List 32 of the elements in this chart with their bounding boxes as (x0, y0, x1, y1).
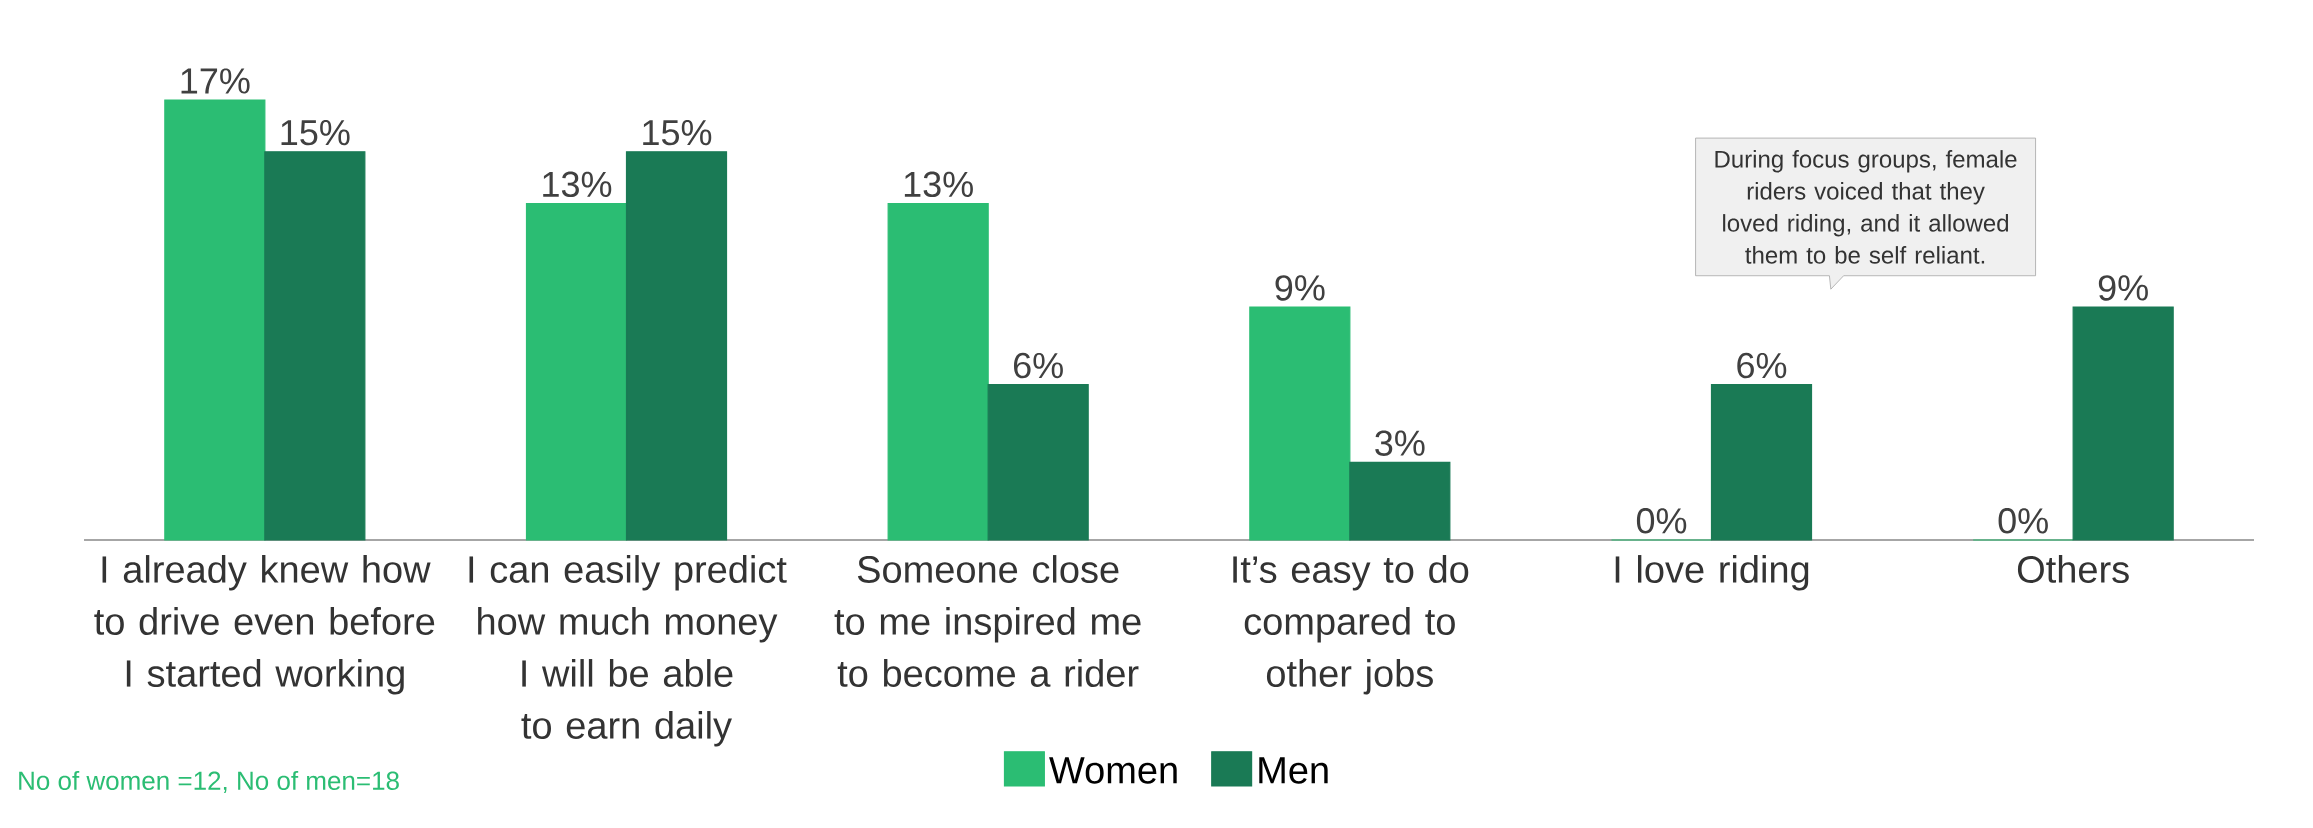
x-tick-label: It’s easy to do compared to other jobs (1233, 555, 1469, 695)
x-tick-label: I can easily predict how much money I will be able to earn daily (469, 555, 787, 747)
x-tick-label: Someone close to me inspired me to become a rider (834, 555, 1141, 687)
data-label: 0% (1636, 508, 1687, 534)
bar (1349, 461, 1451, 541)
bar (264, 151, 366, 541)
data-label: 9% (1275, 275, 1325, 301)
x-tick-label: I already knew how to drive even before I started working (94, 555, 435, 695)
x-tick-label: I love riding (1615, 555, 1809, 591)
data-label: 6% (1737, 352, 1787, 379)
bar (887, 202, 989, 541)
data-label: 9% (2098, 275, 2148, 301)
legend-label: Men (1259, 757, 1328, 784)
legend-label: Women (1049, 757, 1177, 784)
data-label: 3% (1375, 430, 1425, 456)
data-label: 15% (281, 120, 350, 146)
data-label: 17% (181, 68, 250, 94)
bar (1249, 306, 1351, 541)
data-label: 15% (643, 120, 712, 146)
bar (164, 99, 266, 541)
data-label: 0% (1998, 508, 2048, 534)
annotation: During focus groups, female riders voiced that they loved riding, and it allowed them to be self reliant. (1715, 150, 2017, 264)
data-label: 13% (904, 171, 973, 198)
data-label: 13% (543, 171, 612, 198)
data-label: 6% (1013, 352, 1063, 379)
bar (2072, 306, 2174, 541)
bar (525, 202, 628, 541)
bar (625, 151, 728, 541)
text: No of women =12, No of men=18 (19, 770, 399, 794)
bar (1710, 384, 1813, 541)
bar (987, 384, 1089, 541)
x-tick-label: Others (2017, 555, 2129, 583)
